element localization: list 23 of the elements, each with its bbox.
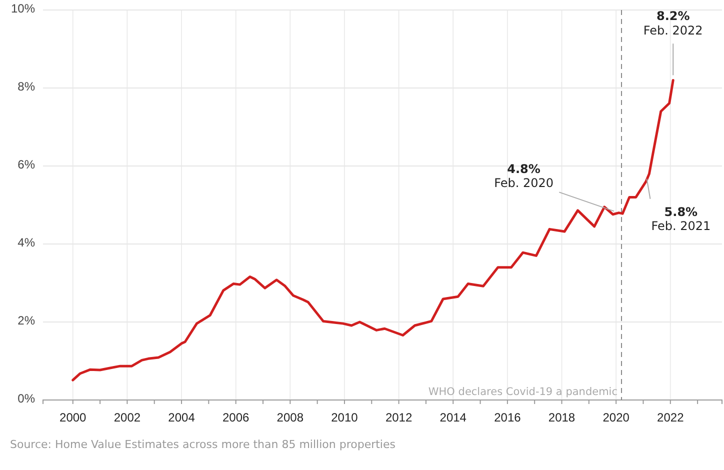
y-tick-label: 6% [18, 157, 36, 172]
x-tick-label: 2014 [440, 410, 467, 424]
x-tick-label: 2022 [657, 410, 684, 424]
x-tick-label: 2006 [222, 410, 250, 424]
y-tick-label: 8% [18, 79, 36, 94]
x-tick-label: 2018 [548, 410, 576, 424]
x-tick-label: 2012 [385, 410, 412, 424]
annotation: 5.8% Feb. 2021 [651, 204, 711, 234]
x-tick-label: 2000 [60, 410, 87, 424]
y-tick-label: 4% [18, 235, 36, 250]
y-tick-label: 10% [10, 1, 36, 16]
x-tick-label: 2020 [602, 410, 630, 424]
x-tick-label: 2010 [331, 410, 358, 424]
y-tick-label: 2% [18, 313, 36, 328]
x-tick-label: 2016 [494, 410, 522, 424]
x-tick-label: 2004 [168, 410, 196, 424]
annotation: 4.8% Feb. 2020 [494, 162, 554, 190]
ref-line-label: WHO declares Covid-19 a pandemic [428, 386, 618, 398]
annotation: 8.2% Feb. 2022 [643, 9, 703, 38]
source-note: Source: Home Value Estimates across more than 85 million properties [10, 438, 396, 451]
x-tick-label: 2002 [114, 410, 141, 424]
y-tick-label: 0% [18, 391, 36, 406]
x-tick-label: 2008 [276, 410, 304, 424]
